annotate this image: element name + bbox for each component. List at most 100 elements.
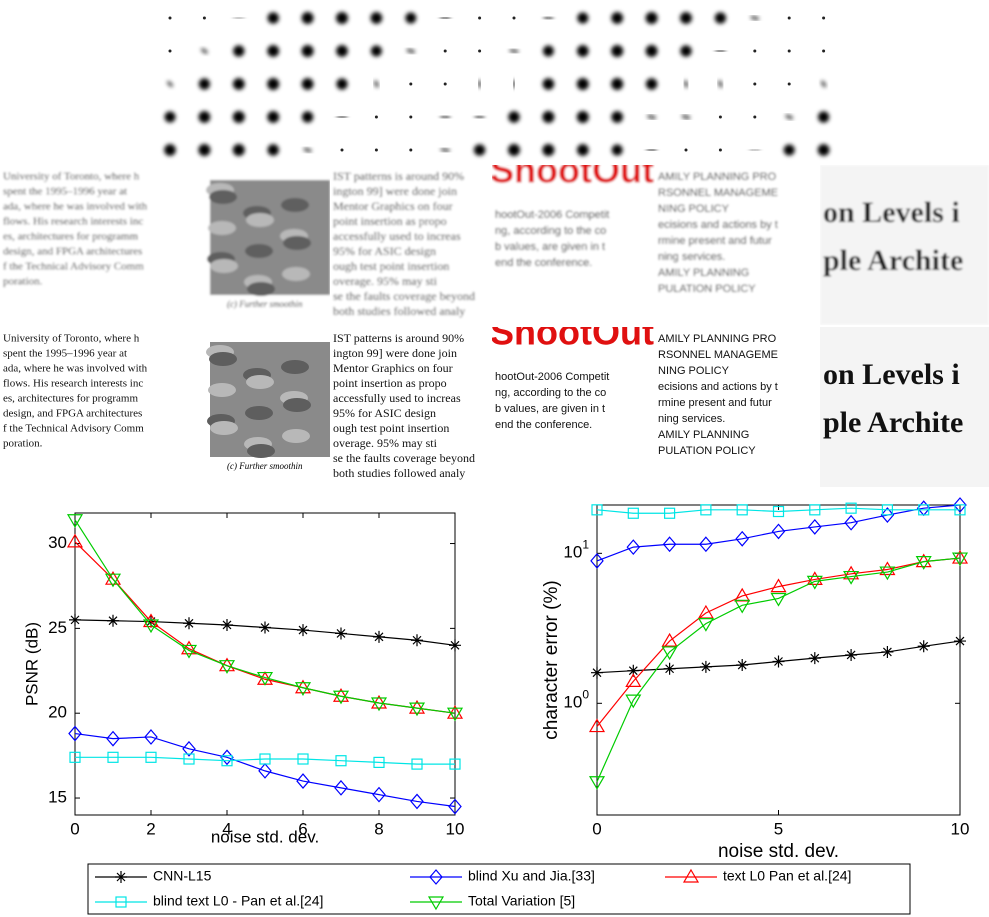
crop-text: AMILY PLANNING PRO: [658, 333, 777, 345]
x-tick-label: 6: [298, 819, 307, 838]
kernel: [645, 78, 658, 90]
crop-text: Mentor Graphics on four: [333, 199, 453, 213]
kernel: [336, 78, 348, 90]
crop-text: spent the 1995–1996 year at: [3, 186, 127, 198]
marker: [662, 536, 677, 553]
crop: ShootOut hootOut-2006 Competit ng, accordi…: [490, 312, 655, 487]
crop-bg: [492, 327, 655, 487]
crop-text: RSONNEL MANAGEME: [658, 187, 778, 199]
kernel: [443, 49, 447, 53]
crop-bg: [330, 327, 492, 487]
crop: (c) Further smoothin: [165, 327, 330, 487]
kernel: [576, 144, 589, 156]
marker: [951, 552, 969, 567]
marker: [259, 753, 271, 765]
marker: [661, 632, 678, 647]
marker: [845, 502, 857, 514]
marker: [180, 644, 198, 659]
kernel: [336, 45, 348, 57]
photo-texture: [283, 236, 311, 250]
marker: [772, 655, 785, 668]
kernel: [543, 16, 553, 20]
marker: [736, 504, 748, 516]
photo-texture: [210, 259, 238, 273]
kernel: [166, 80, 174, 88]
kernel: [647, 114, 656, 120]
crop-text: on Levels i: [823, 358, 960, 391]
x-tick-label: 2: [146, 819, 155, 838]
crop-heading: ShootOut: [490, 312, 654, 353]
kernel: [198, 78, 210, 90]
kernel: [232, 111, 245, 123]
marker: [104, 573, 122, 588]
kernel: [478, 16, 482, 20]
kernel: [684, 148, 688, 152]
crop-content: (c) Further smoothin: [165, 165, 330, 325]
marker: [627, 664, 640, 677]
crop-bg: [0, 327, 165, 487]
crop-bg: [820, 327, 989, 487]
crop-text: point insertion as propo: [333, 376, 447, 390]
crop-text: design, and FPGA architectures: [3, 246, 142, 258]
marker: [590, 552, 604, 569]
kernel: [680, 45, 692, 57]
kernel: [198, 144, 211, 156]
crop-bg: [655, 327, 820, 487]
crop: ShootOut hootOut-2006 Competit ng, accordi…: [492, 165, 655, 325]
kernel: [370, 12, 383, 24]
marker: [879, 561, 896, 576]
crop-text: ng, according to the co: [495, 387, 606, 399]
marker: [663, 507, 676, 519]
crop-bg: [0, 165, 165, 325]
photo-texture: [247, 282, 275, 296]
marker: [297, 753, 309, 765]
crop: AMILY PLANNING PRO RSONNEL MANAGEME NING P…: [655, 327, 820, 487]
kernel: [478, 49, 482, 53]
marker: [449, 758, 461, 770]
marker: [182, 740, 196, 757]
kernel: [681, 114, 691, 120]
y-axis-label: PSNR (dB): [22, 622, 41, 706]
crop-text: on Levels i: [823, 196, 960, 229]
y-tick-label: 25: [48, 618, 67, 637]
marker: [808, 652, 821, 665]
y-tick-label: 30: [48, 533, 67, 552]
caption: (c) Further smoothin: [227, 299, 303, 309]
kernel: [750, 15, 759, 21]
crop-text: NING POLICY: [658, 365, 730, 377]
photo-texture: [209, 352, 237, 366]
marker: [591, 504, 603, 516]
kernel: [680, 12, 692, 24]
marker: [220, 749, 234, 766]
marker: [772, 505, 785, 518]
marker: [627, 507, 639, 519]
marker: [806, 575, 823, 590]
crop-text: end the conference.: [495, 419, 592, 431]
marker: [373, 756, 385, 769]
legend-label: Total Variation [5]: [468, 893, 575, 909]
kernel: [787, 16, 791, 20]
marker: [408, 702, 426, 717]
crop: on Levels i ple Archite: [820, 165, 989, 325]
marker: [66, 533, 84, 548]
marker: [144, 729, 158, 745]
kernel: [164, 111, 176, 123]
kernel: [576, 111, 589, 123]
kernel: [542, 45, 554, 57]
kernel: [267, 111, 280, 123]
photo-texture: [245, 244, 273, 258]
photo-texture: [281, 360, 309, 374]
marker: [770, 592, 787, 607]
kernel: [576, 45, 589, 57]
marker: [588, 718, 606, 733]
crop-text: both studies followed analy: [333, 466, 465, 480]
chart: 0 2 4 6 8 10 15 20 25 30 noise std. dev. PSNR (dB): [22, 512, 464, 846]
crop-text: ada, where he was involved with: [3, 363, 148, 375]
marker: [104, 570, 122, 585]
kernel: [542, 111, 555, 123]
caption: (c) Further smoothin: [227, 461, 303, 471]
crop-text: es, architectures for programm: [3, 393, 138, 405]
marker: [332, 690, 350, 705]
crop-text: poration.: [3, 276, 43, 288]
